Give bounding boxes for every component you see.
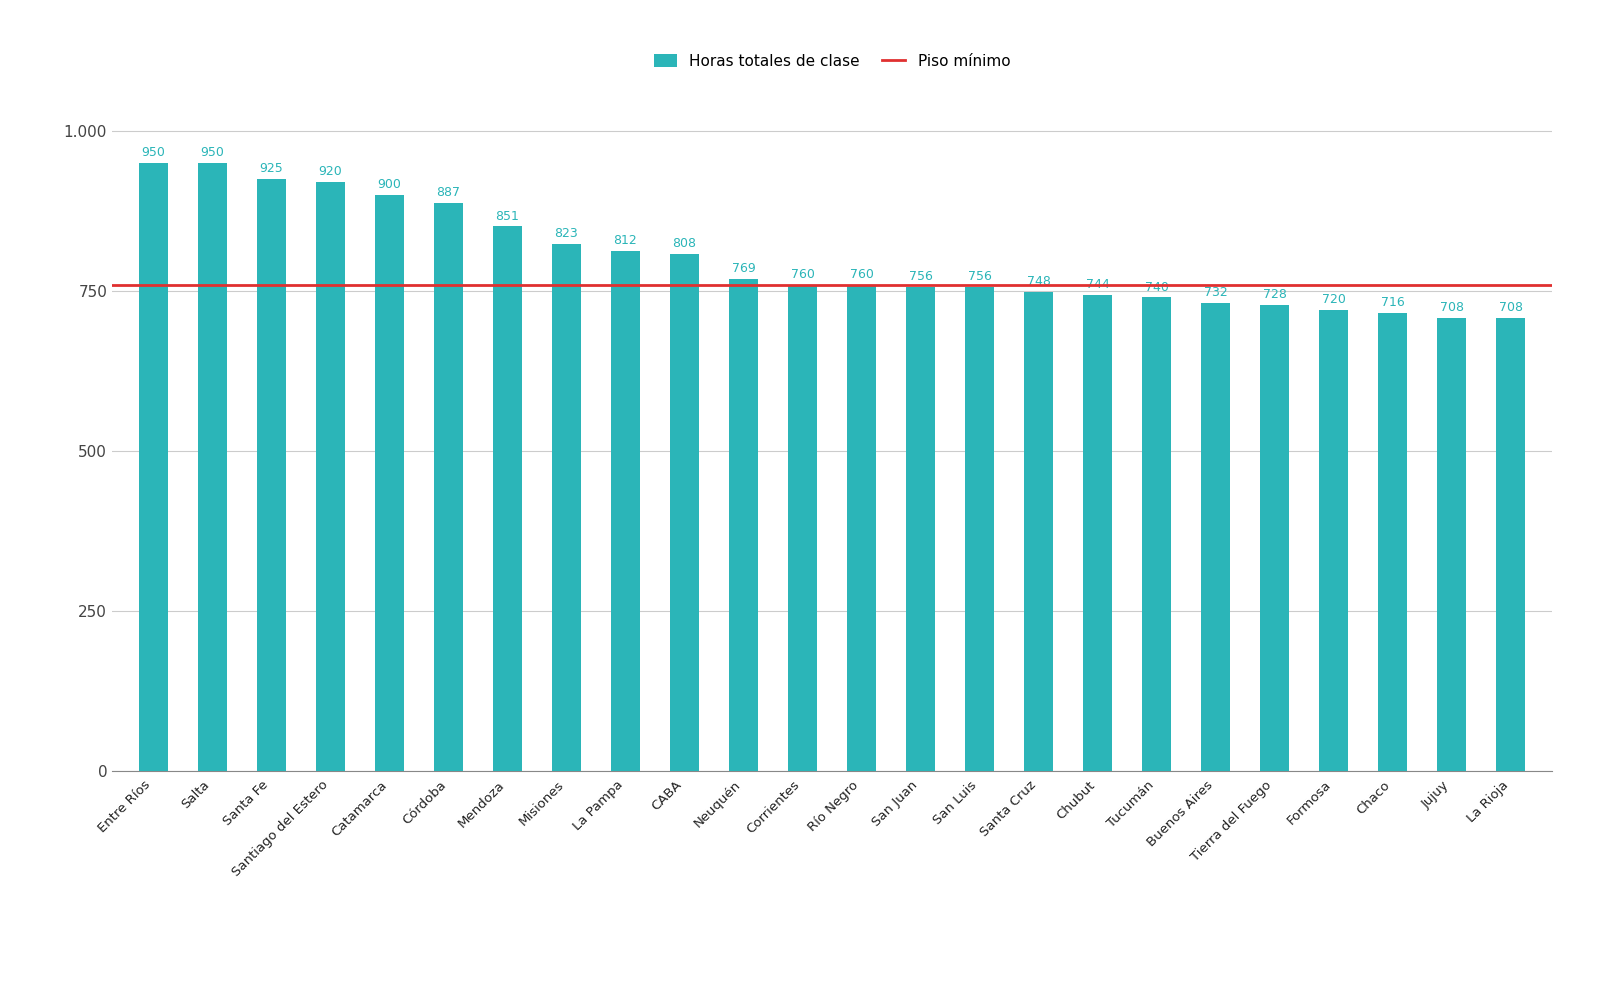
Text: 756: 756 (909, 270, 933, 284)
Text: 760: 760 (790, 268, 814, 281)
Text: 716: 716 (1381, 296, 1405, 309)
Text: 740: 740 (1144, 281, 1168, 294)
Legend: Horas totales de clase, Piso mínimo: Horas totales de clase, Piso mínimo (646, 46, 1018, 76)
Bar (256, 179, 286, 771)
Bar (1318, 311, 1349, 771)
Text: 756: 756 (968, 270, 992, 284)
Bar (1437, 317, 1467, 771)
Bar (493, 226, 522, 771)
Text: 760: 760 (850, 268, 874, 281)
Text: 769: 769 (731, 262, 755, 275)
Bar (1142, 298, 1171, 771)
Text: 748: 748 (1027, 276, 1051, 289)
Text: 728: 728 (1262, 289, 1286, 302)
Bar (1083, 295, 1112, 771)
Text: 925: 925 (259, 162, 283, 175)
Text: 808: 808 (672, 237, 696, 250)
Bar (611, 251, 640, 771)
Bar (787, 285, 818, 771)
Bar (1496, 317, 1525, 771)
Bar (315, 182, 346, 771)
Bar (846, 285, 877, 771)
Text: 744: 744 (1086, 278, 1109, 291)
Bar (552, 244, 581, 771)
Bar (965, 287, 994, 771)
Text: 812: 812 (613, 234, 637, 247)
Bar (1259, 306, 1290, 771)
Bar (906, 287, 936, 771)
Bar (728, 279, 758, 771)
Text: 732: 732 (1203, 286, 1227, 299)
Bar (434, 204, 462, 771)
Bar (197, 163, 227, 771)
Bar (139, 163, 168, 771)
Bar (670, 254, 699, 771)
Text: 720: 720 (1322, 294, 1346, 307)
Bar (1202, 303, 1230, 771)
Text: 708: 708 (1499, 301, 1523, 315)
Text: 708: 708 (1440, 301, 1464, 315)
Text: 950: 950 (141, 146, 165, 159)
Bar (374, 195, 405, 771)
Text: 851: 851 (496, 210, 520, 223)
Text: 950: 950 (200, 146, 224, 159)
Text: 823: 823 (555, 227, 578, 240)
Text: 900: 900 (378, 178, 402, 191)
Bar (1024, 293, 1053, 771)
Text: 920: 920 (318, 165, 342, 178)
Text: 887: 887 (437, 187, 461, 200)
Bar (1378, 313, 1408, 771)
